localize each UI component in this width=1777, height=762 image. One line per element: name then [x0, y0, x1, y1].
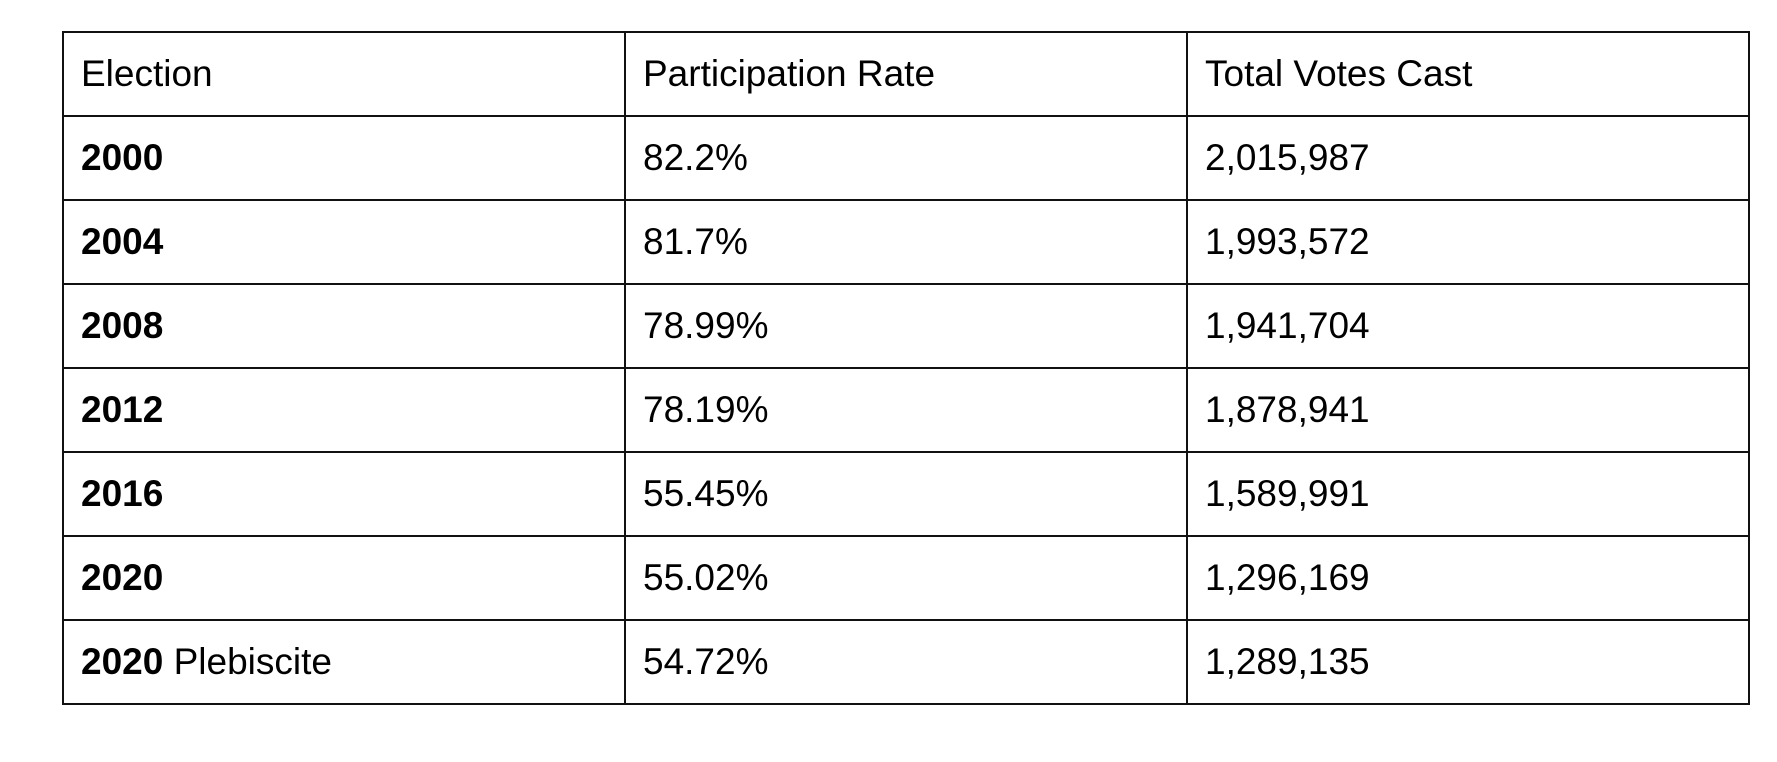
election-suffix: Plebiscite	[163, 641, 332, 682]
election-participation-table-container: Election Participation Rate Total Votes …	[62, 31, 1750, 705]
participation-rate-cell: 82.2%	[624, 115, 1188, 201]
total-votes-cell: 1,993,572	[1186, 199, 1750, 285]
table-row: 2004 81.7% 1,993,572	[62, 199, 1750, 285]
election-cell: 2020	[62, 535, 626, 621]
election-cell: 2016	[62, 451, 626, 537]
table-row: 2008 78.99% 1,941,704	[62, 283, 1750, 369]
table-row: 2012 78.19% 1,878,941	[62, 367, 1750, 453]
participation-rate-cell: 55.45%	[624, 451, 1188, 537]
election-cell: 2000	[62, 115, 626, 201]
total-votes-cell: 1,941,704	[1186, 283, 1750, 369]
election-cell: 2020 Plebiscite	[62, 619, 626, 705]
election-year: 2000	[81, 137, 164, 178]
election-participation-table: Election Participation Rate Total Votes …	[62, 31, 1750, 705]
table-row: 2020 55.02% 1,296,169	[62, 535, 1750, 621]
participation-rate-cell: 54.72%	[624, 619, 1188, 705]
election-cell: 2008	[62, 283, 626, 369]
participation-rate-cell: 78.99%	[624, 283, 1188, 369]
header-election: Election	[62, 31, 626, 117]
header-participation-rate: Participation Rate	[624, 31, 1188, 117]
election-year: 2008	[81, 305, 164, 346]
election-year: 2020	[81, 641, 164, 682]
table-row: 2016 55.45% 1,589,991	[62, 451, 1750, 537]
total-votes-cell: 1,878,941	[1186, 367, 1750, 453]
table-row: 2000 82.2% 2,015,987	[62, 115, 1750, 201]
participation-rate-cell: 81.7%	[624, 199, 1188, 285]
election-cell: 2012	[62, 367, 626, 453]
election-cell: 2004	[62, 199, 626, 285]
total-votes-cell: 1,296,169	[1186, 535, 1750, 621]
election-year: 2012	[81, 389, 164, 430]
table-row: 2020 Plebiscite 54.72% 1,289,135	[62, 619, 1750, 705]
participation-rate-cell: 78.19%	[624, 367, 1188, 453]
total-votes-cell: 2,015,987	[1186, 115, 1750, 201]
participation-rate-cell: 55.02%	[624, 535, 1188, 621]
election-year: 2020	[81, 557, 164, 598]
election-year: 2004	[81, 221, 164, 262]
election-year: 2016	[81, 473, 164, 514]
header-row: Election Participation Rate Total Votes …	[62, 31, 1750, 117]
total-votes-cell: 1,289,135	[1186, 619, 1750, 705]
total-votes-cell: 1,589,991	[1186, 451, 1750, 537]
header-total-votes-cast: Total Votes Cast	[1186, 31, 1750, 117]
